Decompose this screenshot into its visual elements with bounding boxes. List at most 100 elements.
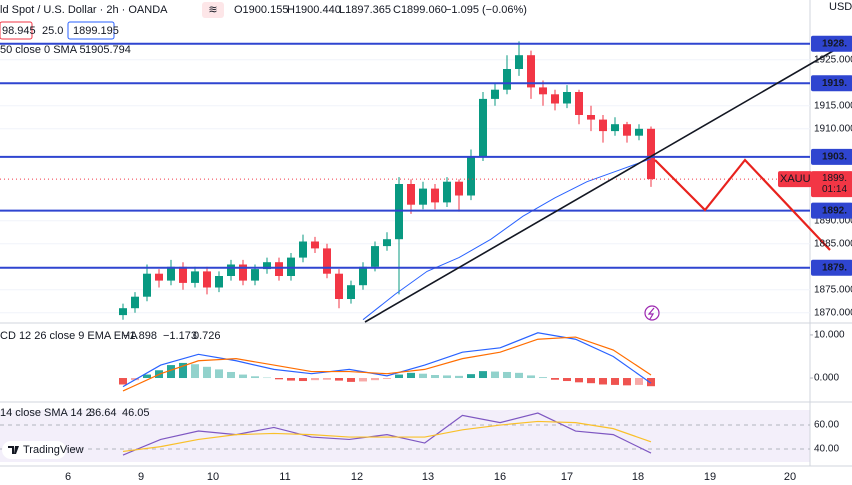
candle-body — [491, 89, 499, 99]
candle-body — [323, 248, 331, 274]
candle-body — [155, 273, 163, 281]
histogram-bar — [467, 374, 475, 379]
candle-body — [227, 264, 235, 276]
candle-body — [443, 181, 451, 203]
macd-legend: −1.173 — [163, 330, 197, 342]
y-tick-label: 10.000 — [814, 330, 845, 341]
candle-body — [179, 266, 187, 283]
currency[interactable]: USD — [829, 1, 852, 13]
price-tag-label: 1899. — [822, 173, 847, 184]
y-tick-label: 60.00 — [814, 420, 839, 431]
level-tag — [811, 35, 852, 52]
macd-legend: −1.898 — [123, 330, 157, 342]
candle-body — [467, 156, 475, 196]
candle-body — [347, 285, 355, 299]
candle-body — [131, 296, 139, 309]
histogram-bar — [623, 378, 631, 386]
candle-body — [311, 241, 319, 249]
candle-body — [599, 119, 607, 132]
candle-body — [239, 264, 247, 281]
histogram-bar — [431, 375, 439, 379]
ohlc-open: O1900.155 — [234, 4, 288, 16]
flag-button[interactable] — [202, 2, 224, 18]
macd-line — [122, 332, 652, 388]
histogram-bar — [371, 378, 379, 381]
histogram-bar — [191, 364, 199, 379]
histogram-bar — [275, 378, 283, 380]
histogram-bar — [491, 371, 499, 379]
sell-button[interactable] — [0, 21, 33, 40]
macd-line — [122, 336, 652, 392]
x-tick-label: 10 — [207, 471, 219, 483]
symbol-tag — [778, 171, 812, 188]
histogram-bar — [143, 374, 151, 379]
candle-body — [419, 188, 427, 205]
histogram-bar — [515, 372, 523, 379]
candle-body — [275, 262, 283, 276]
candle-body — [383, 239, 391, 247]
histogram-bar — [479, 371, 487, 379]
level-tag-label: 1928. — [822, 38, 847, 49]
histogram-bar — [443, 375, 451, 379]
level-tag — [811, 75, 852, 92]
x-tick-label: 16 — [494, 471, 506, 483]
ohlc-high: H1900.440 — [287, 4, 341, 16]
rsi-label: 14 close SMA 14 2 — [0, 407, 92, 419]
histogram-bar — [239, 374, 247, 379]
histogram-bar — [299, 378, 307, 382]
histogram-bar — [419, 373, 427, 379]
histogram-bar — [251, 376, 259, 379]
candle-body — [623, 124, 631, 136]
histogram-bar — [611, 378, 619, 385]
candle-body — [479, 98, 487, 157]
rsi-legend: 36.64 — [89, 407, 117, 419]
histogram-bar — [323, 378, 331, 380]
candle-body — [251, 269, 259, 281]
rsi-legend: 46.05 — [122, 407, 150, 419]
y-tick-label: 1915.000 — [814, 100, 852, 111]
histogram-bar — [179, 362, 187, 379]
candle-body — [299, 241, 307, 258]
candle-body — [143, 273, 151, 297]
flag-icon: ≋ — [208, 4, 217, 16]
ohlc-low: L1897.365 — [339, 4, 391, 16]
level-tag-label: 1892. — [822, 205, 847, 216]
histogram-bar — [539, 377, 547, 379]
brand-badge[interactable] — [2, 441, 66, 459]
macd-label: CD 12 26 close 9 EMA EMA — [0, 330, 138, 342]
buy-price: 1899.195 — [73, 25, 119, 37]
candle-body — [503, 69, 511, 90]
x-tick-label: 18 — [632, 471, 644, 483]
x-tick-label: 17 — [561, 471, 573, 483]
price-axis: 1870.000 1875.000 1885.000 1890.000 1910.000… — [811, 35, 852, 455]
candle-body — [587, 115, 595, 120]
x-tick-label: 13 — [422, 471, 434, 483]
x-tick-label: 9 — [138, 471, 144, 483]
candle-body — [527, 55, 535, 88]
trendline — [364, 43, 846, 323]
histogram-bar — [599, 378, 607, 385]
countdown: 01:14 — [822, 184, 847, 195]
brand-logo — [8, 446, 19, 454]
event-icon[interactable] — [644, 305, 660, 321]
sma-value: 1905.794 — [85, 44, 131, 56]
x-tick-label: 19 — [704, 471, 716, 483]
buy-button[interactable] — [67, 21, 115, 40]
histogram-bar — [215, 369, 223, 379]
histogram-bar — [563, 378, 571, 382]
y-tick-label: 1925.000 — [814, 54, 852, 65]
projection-path — [654, 158, 831, 251]
ohlc-close: C1899.060 — [393, 4, 447, 16]
histogram-bar — [587, 378, 595, 384]
x-tick-label: 6 — [65, 471, 71, 483]
candle-body — [539, 87, 547, 95]
histogram-bar — [203, 366, 211, 379]
histogram-bar — [347, 378, 355, 382]
histogram-bar — [335, 378, 343, 381]
histogram-bar — [635, 378, 643, 385]
candle-body — [119, 308, 127, 316]
y-tick-label: 1910.000 — [814, 123, 852, 134]
y-tick-label: 0.000 — [814, 373, 839, 384]
